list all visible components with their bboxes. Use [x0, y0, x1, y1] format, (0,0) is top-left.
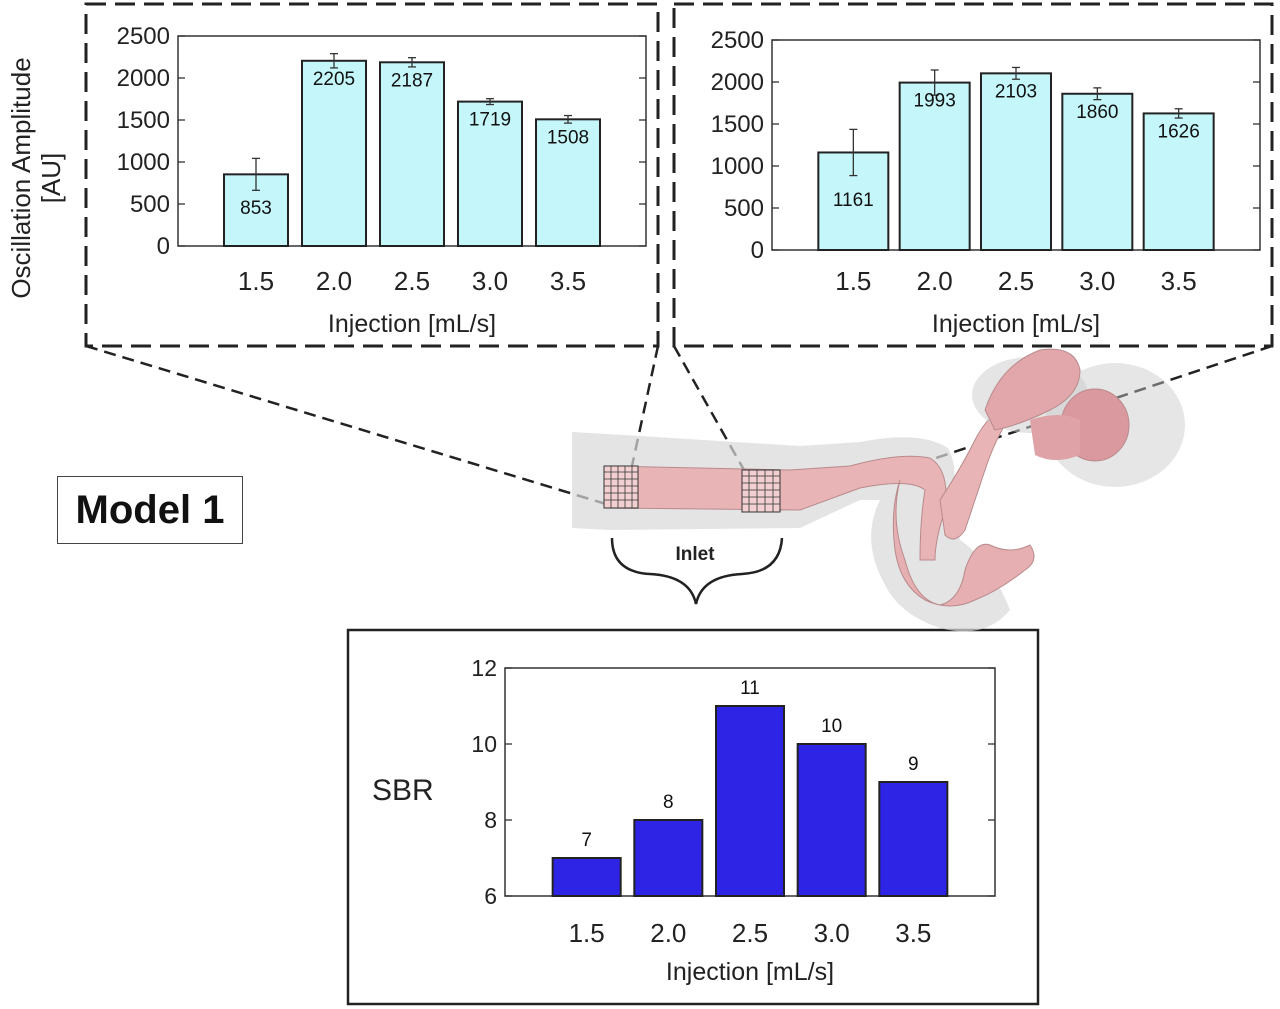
amp2-data-label: 1860: [1076, 102, 1118, 123]
left-callout-frame: [84, 2, 660, 348]
sbr-ytick-label: 12: [471, 655, 497, 681]
sbr-data-label: 10: [821, 716, 842, 737]
sbr-xtick-label: 3.5: [895, 918, 931, 948]
zoom-line-left-outer: [85, 344, 607, 506]
shared-ylabel-line2: [AU]: [36, 153, 66, 204]
amp1-xtick-label: 1.5: [238, 266, 274, 296]
amp2-xtick-label: 2.5: [998, 266, 1034, 296]
amp1-ytick-label: 2000: [117, 65, 170, 92]
sbr-xtick-label: 2.0: [650, 918, 686, 948]
inlet-brace: [610, 537, 784, 605]
amp2-xtick-label: 1.5: [835, 266, 871, 296]
amp1-data-label: 2205: [313, 69, 355, 90]
sbr-chart-frame: [346, 628, 1040, 1006]
amp2-ytick-label: 1000: [711, 153, 764, 180]
amp1-data-label: 2187: [391, 70, 433, 91]
amp1-ytick-label: 0: [157, 233, 170, 260]
amp1-xtick-label: 3.5: [550, 266, 586, 296]
sbr-x-axis-label: Injection [mL/s]: [666, 958, 834, 986]
amp1-bar: [379, 61, 445, 247]
sbr-bar: [796, 743, 867, 897]
amp2-bar: [980, 72, 1052, 251]
amp1-data-label: 1719: [469, 110, 511, 131]
model-label: Model 1: [75, 487, 225, 532]
amp2-ytick-label: 1500: [711, 111, 764, 138]
shared-ylabel-line1: Oscillation Amplitude: [6, 57, 36, 298]
amp1-ytick-label: 1500: [117, 107, 170, 134]
amp2-data-label: 2103: [995, 81, 1037, 102]
sbr-data-label: 8: [663, 792, 674, 813]
sbr-data-label: 9: [908, 754, 919, 775]
amp1-x-axis-label: Injection [mL/s]: [328, 310, 496, 338]
amp2-data-label: 1161: [833, 190, 874, 211]
amp2-bar: [898, 81, 971, 251]
sbr-data-label: 7: [581, 830, 592, 851]
amplitude-chart-inlet-2: 0 500 1000 1500 2000 2500 1161 1.5 1993 2.0 2103 2.…: [711, 27, 1261, 338]
amp1-data-label: 1508: [547, 127, 589, 148]
sbr-ytick-label: 10: [471, 731, 497, 757]
amp2-xtick-label: 3.0: [1079, 266, 1115, 296]
amp1-xtick-label: 2.0: [316, 266, 352, 296]
sbr-bar: [715, 705, 785, 897]
amp1-data-label: 853: [240, 198, 272, 219]
amp2-data-label: 1993: [914, 91, 956, 112]
vessel-model-illustration: [572, 348, 1185, 632]
sbr-data-label: 11: [740, 678, 760, 699]
zoom-line-right-outer: [779, 344, 1273, 512]
amp1-ytick-label: 1000: [117, 149, 170, 176]
sbr-bar: [633, 819, 704, 897]
model-label-box: Model 1: [57, 476, 243, 544]
amp1-ytick-label: 2500: [117, 23, 170, 50]
amp2-x-axis-label: Injection [mL/s]: [932, 310, 1100, 338]
amp1-bar: [301, 59, 367, 247]
sbr-ytick-label: 8: [484, 807, 497, 833]
sbr-chart: 6 8 10 12 7 1.5 8 2.0 11 2.5 10 3.0 9 3.5 Injection [m…: [372, 655, 996, 986]
amp2-xtick-label: 3.5: [1161, 266, 1197, 296]
sbr-xtick-label: 2.5: [732, 918, 768, 948]
sbr-bar: [878, 781, 949, 897]
amp2-ytick-label: 500: [724, 195, 764, 222]
sbr-bar: [551, 857, 622, 897]
amp2-ytick-label: 2000: [711, 69, 764, 96]
amp2-ytick-label: 2500: [711, 27, 764, 54]
sbr-xtick-label: 3.0: [814, 918, 850, 948]
right-callout-frame: [672, 2, 1274, 348]
amp2-data-label: 1626: [1158, 121, 1200, 142]
sbr-xtick-label: 1.5: [569, 918, 605, 948]
amplitude-chart-inlet-1: 0 500 1000 1500 2000 2500 853 1.5 2205 2.0 2187 2.5…: [117, 23, 647, 338]
amp2-ytick-label: 0: [751, 237, 764, 264]
amp1-xtick-label: 3.0: [472, 266, 508, 296]
shared-y-axis-label: Oscillation Amplitude [AU]: [6, 57, 66, 298]
amp2-bar: [1061, 92, 1134, 252]
amp1-xtick-label: 2.5: [394, 266, 430, 296]
inlet-label: Inlet: [675, 544, 715, 565]
amp1-ytick-label: 500: [130, 191, 170, 218]
amp1-bar: [457, 100, 523, 247]
amp2-xtick-label: 2.0: [917, 266, 953, 296]
sbr-ytick-label: 6: [484, 883, 497, 909]
sbr-y-axis-label: SBR: [372, 774, 434, 807]
